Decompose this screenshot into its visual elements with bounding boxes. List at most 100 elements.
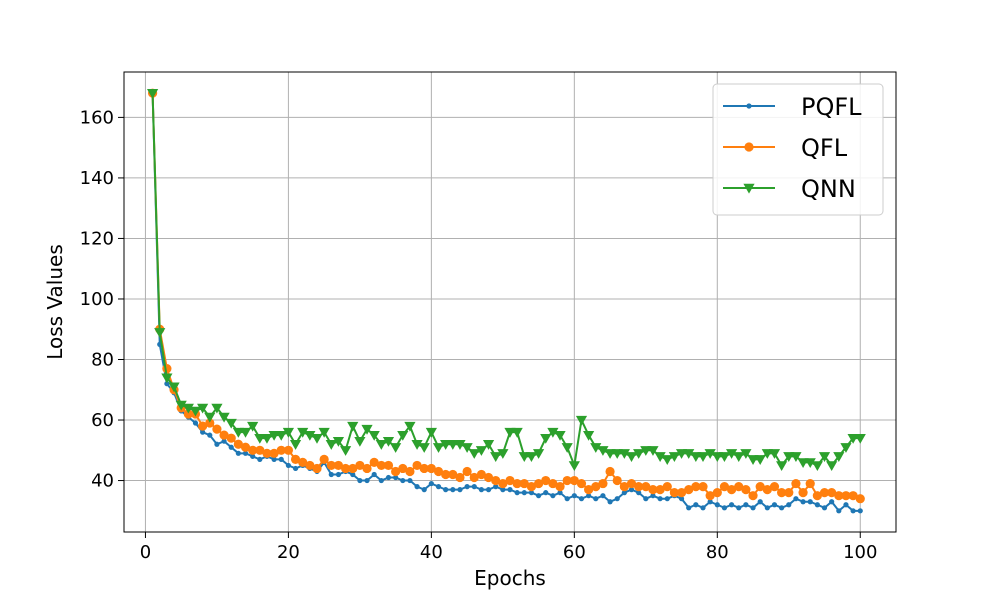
- point-qnn: [268, 430, 280, 441]
- legend-box: [712, 83, 884, 216]
- point-pqfl: [814, 502, 820, 508]
- point-qfl: [248, 445, 258, 455]
- point-qnn: [854, 433, 866, 444]
- series-qfl: [147, 88, 865, 504]
- point-qnn: [382, 437, 395, 447]
- point-qnn: [847, 433, 859, 444]
- point-qnn: [761, 449, 773, 459]
- point-qfl: [512, 478, 522, 489]
- y-tick-label: 40: [91, 471, 114, 492]
- point-qfl: [255, 445, 265, 455]
- y-tick-label: 60: [91, 410, 114, 431]
- point-qfl: [319, 454, 329, 464]
- point-qfl: [841, 491, 851, 501]
- point-qnn: [683, 449, 695, 459]
- point-qnn: [311, 433, 323, 444]
- x-tick-label: 0: [140, 542, 151, 563]
- point-qfl: [784, 488, 794, 498]
- point-pqfl: [285, 462, 292, 469]
- point-pqfl: [736, 505, 742, 511]
- point-qfl: [362, 463, 372, 474]
- point-qnn: [661, 455, 673, 465]
- point-qfl: [569, 475, 579, 486]
- point-qnn: [454, 440, 466, 450]
- point-qnn: [547, 427, 559, 438]
- point-pqfl: [657, 496, 663, 502]
- point-qfl: [298, 457, 308, 467]
- point-pqfl: [836, 508, 842, 514]
- y-tick-label: 160: [80, 107, 114, 128]
- point-qfl: [777, 488, 787, 498]
- axis-ticks: 0 20 40 60 80 100 40 60 80 100 120 140 160: [80, 107, 878, 563]
- point-pqfl: [371, 471, 377, 478]
- point-qfl: [726, 485, 737, 495]
- y-tick-label: 80: [91, 350, 114, 371]
- point-pqfl: [779, 505, 785, 511]
- point-pqfl: [707, 499, 713, 505]
- point-qnn: [282, 427, 295, 438]
- point-qnn: [633, 449, 645, 459]
- point-qfl: [762, 485, 772, 495]
- point-qnn: [811, 461, 823, 472]
- point-pqfl: [393, 474, 399, 481]
- point-qfl: [541, 475, 551, 486]
- point-qnn: [289, 440, 302, 450]
- x-axis-label: Epochs: [474, 566, 546, 590]
- point-qnn: [361, 424, 373, 435]
- point-pqfl: [485, 487, 492, 493]
- point-qnn: [575, 415, 588, 426]
- point-qnn: [261, 433, 273, 444]
- point-pqfl: [807, 499, 813, 505]
- legend-label-qfl: QFL: [801, 134, 848, 162]
- point-qnn: [704, 449, 716, 459]
- point-qfl: [505, 475, 515, 486]
- point-pqfl: [636, 490, 642, 496]
- point-qfl: [769, 482, 780, 492]
- point-qnn: [583, 430, 595, 441]
- point-qnn: [461, 443, 473, 453]
- point-qfl: [419, 463, 429, 474]
- x-tick-label: 80: [706, 542, 729, 563]
- point-pqfl: [521, 490, 527, 496]
- point-qnn: [275, 430, 287, 441]
- point-pqfl: [571, 493, 577, 499]
- point-qfl: [669, 488, 680, 498]
- point-qnn: [397, 430, 409, 441]
- point-qfl: [433, 466, 444, 477]
- point-qfl: [684, 485, 694, 495]
- point-qnn: [718, 452, 731, 462]
- point-qfl: [805, 478, 815, 489]
- point-qnn: [711, 452, 723, 462]
- point-pqfl: [557, 490, 563, 496]
- point-qfl: [855, 494, 865, 504]
- point-pqfl: [364, 477, 370, 484]
- point-pqfl: [628, 487, 635, 493]
- point-qnn: [182, 403, 194, 414]
- point-pqfl: [378, 477, 384, 484]
- point-qnn: [725, 449, 738, 459]
- point-qfl: [526, 482, 537, 492]
- point-qfl: [391, 466, 401, 477]
- point-qnn: [325, 440, 337, 450]
- point-pqfl: [335, 471, 342, 478]
- point-qfl: [212, 424, 222, 434]
- point-qfl: [591, 482, 601, 492]
- point-pqfl: [257, 456, 263, 462]
- point-qfl: [441, 469, 451, 480]
- point-pqfl: [278, 456, 284, 462]
- point-qnn: [611, 449, 623, 459]
- point-qfl: [405, 466, 415, 477]
- point-qnn: [347, 421, 359, 432]
- point-pqfl: [228, 444, 234, 450]
- point-pqfl: [621, 490, 627, 496]
- point-qnn: [239, 427, 252, 438]
- point-pqfl: [450, 487, 456, 493]
- point-pqfl: [214, 441, 220, 447]
- point-pqfl: [385, 474, 392, 481]
- point-pqfl: [535, 493, 542, 499]
- point-qfl: [233, 439, 243, 449]
- legend-marker-qnn: [743, 183, 755, 194]
- point-qnn: [554, 430, 566, 441]
- point-qfl: [240, 442, 251, 452]
- point-pqfl: [464, 484, 470, 490]
